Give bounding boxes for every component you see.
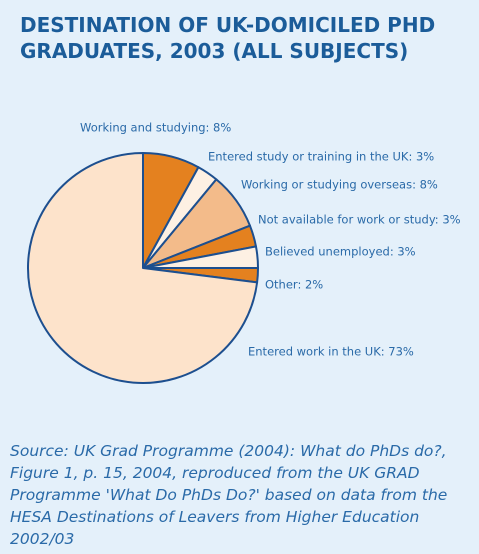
slice-label: Entered study or training in the UK: 3% xyxy=(208,150,434,164)
slice-label: Other: 2% xyxy=(265,278,323,292)
chart: Working and studying: 8% Entered study or… xyxy=(27,121,461,384)
slice-label: Not available for work or study: 3% xyxy=(258,213,461,227)
chart-title: DESTINATION OF UK-DOMICILED PHD GRADUATE… xyxy=(20,13,436,63)
pie-slice xyxy=(27,152,259,384)
source-note: Source: UK Grad Programme (2004): What d… xyxy=(10,442,448,548)
slice-label: Believed unemployed: 3% xyxy=(265,245,416,259)
slice-label: Working or studying overseas: 8% xyxy=(241,178,438,192)
slice-label: Working and studying: 8% xyxy=(80,121,231,135)
slice-label: Entered work in the UK: 73% xyxy=(248,345,414,359)
